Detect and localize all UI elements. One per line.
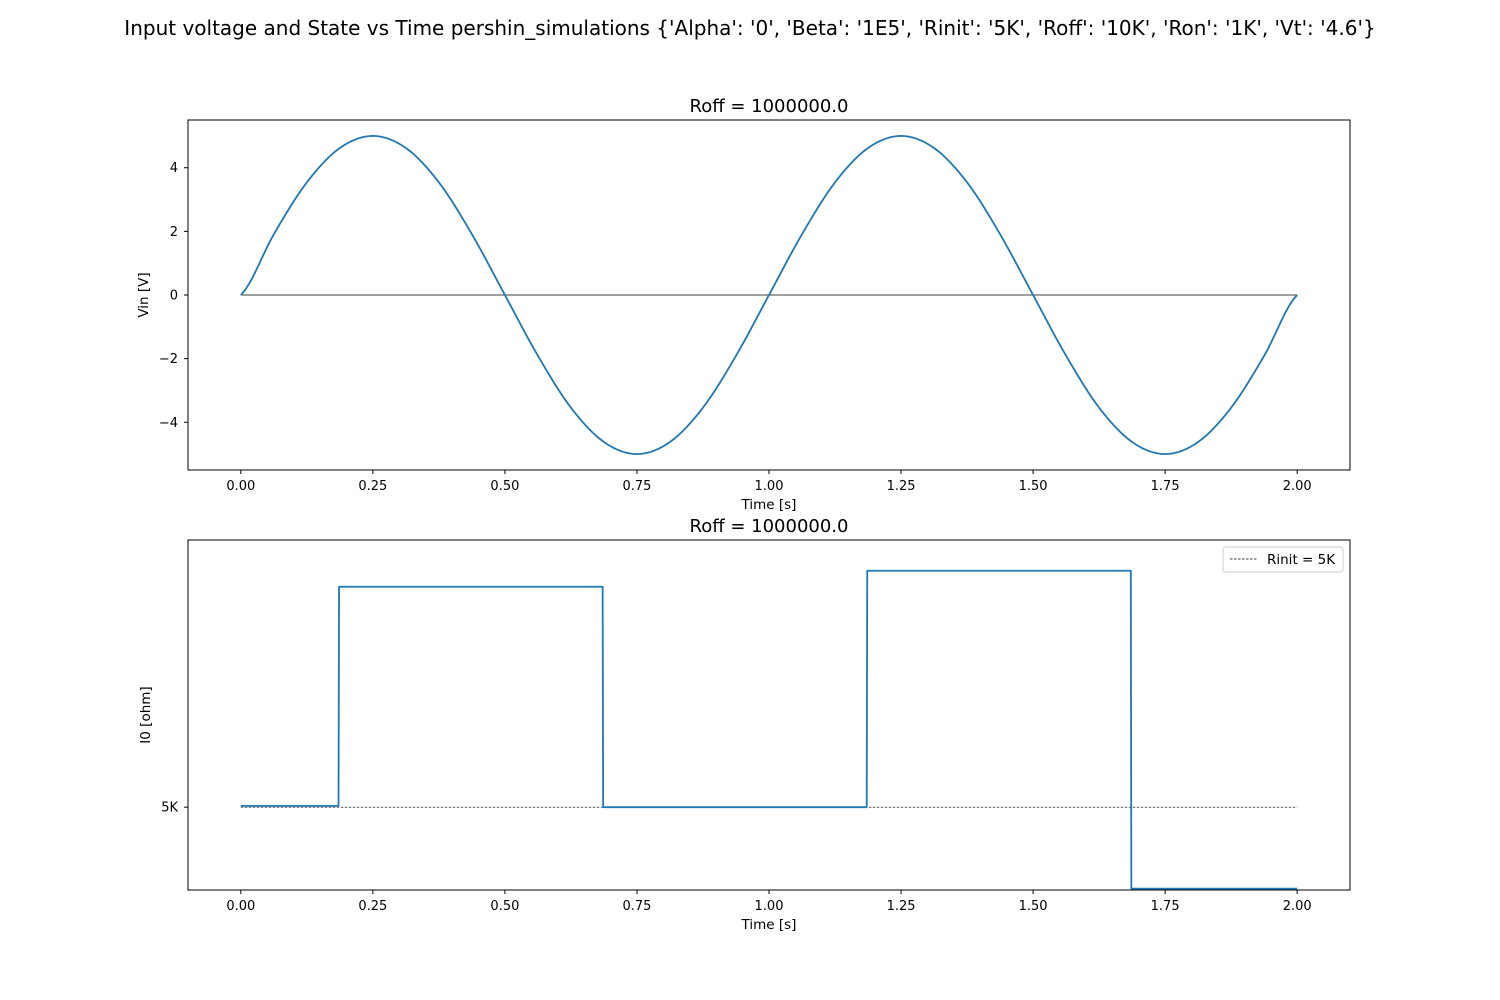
top-ytick-label: 2 — [170, 225, 178, 240]
bottom-subplot-title: Roff = 1000000.0 — [690, 516, 849, 537]
top-xtick-label: 0.50 — [490, 479, 519, 494]
top-subplot-title: Roff = 1000000.0 — [690, 96, 849, 117]
bottom-xtick-label: 0.25 — [358, 899, 387, 914]
bottom-ytick-label: 5K — [161, 801, 178, 816]
bottom-subplot: Roff = 1000000.0 Time [s] I0 [ohm] Rinit… — [138, 516, 1351, 933]
bottom-xtick-label: 1.50 — [1019, 899, 1048, 914]
top-xtick-label: 0.00 — [226, 479, 255, 494]
bottom-subplot-xlabel: Time [s] — [741, 917, 797, 933]
top-subplot-xlabel: Time [s] — [741, 497, 797, 513]
bottom-xtick-label: 0.00 — [226, 899, 255, 914]
top-xtick-label: 0.25 — [358, 479, 387, 494]
legend: Rinit = 5K — [1222, 546, 1344, 573]
bottom-xtick-label: 1.75 — [1151, 899, 1180, 914]
top-xtick-label: 0.75 — [622, 479, 651, 494]
top-subplot-ylabel: Vin [V] — [136, 272, 152, 317]
bottom-xtick-label: 0.75 — [622, 899, 651, 914]
bottom-xtick-label: 1.25 — [887, 899, 916, 914]
legend-box — [1222, 546, 1344, 573]
bottom-data-line — [240, 569, 1298, 890]
bottom-xtick-label: 2.00 — [1283, 899, 1312, 914]
top-data-line — [240, 135, 1298, 455]
bottom-xtick-label: 0.50 — [490, 899, 519, 914]
bottom-xtick-label: 1.00 — [755, 899, 784, 914]
top-xtick-label: 1.00 — [755, 479, 784, 494]
top-xtick-label: 1.50 — [1019, 479, 1048, 494]
bottom-subplot-ylabel: I0 [ohm] — [138, 686, 154, 743]
top-ytick-label: −4 — [159, 416, 178, 431]
legend-label: Rinit = 5K — [1267, 552, 1336, 568]
top-ytick-label: 4 — [170, 161, 178, 176]
top-xtick-label: 2.00 — [1283, 479, 1312, 494]
figure-suptitle: Input voltage and State vs Time pershin_… — [124, 16, 1375, 40]
top-ytick-label: 0 — [170, 289, 178, 304]
top-subplot: Roff = 1000000.0 Time [s] Vin [V] 0.00 0.… — [136, 96, 1351, 513]
top-ytick-label: −2 — [159, 352, 178, 367]
top-xtick-label: 1.25 — [887, 479, 916, 494]
top-xtick-label: 1.75 — [1151, 479, 1180, 494]
